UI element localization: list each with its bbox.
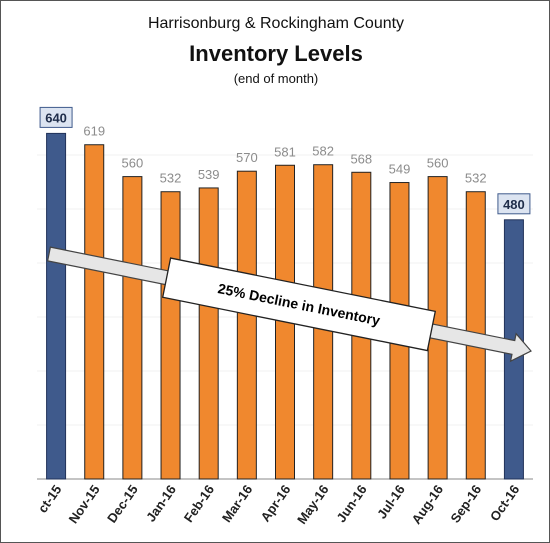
bar [236,170,257,480]
data-label: 568 [350,151,372,166]
data-label: 480 [503,197,525,212]
chart-subtitle: Inventory Levels [189,41,363,66]
bar [198,187,219,480]
bar [122,176,143,480]
data-label-box [39,106,73,128]
x-tick-label: Mar-16 [219,482,255,525]
x-tick-label: Jan-16 [143,482,179,524]
bar [46,132,67,480]
annotation-box [161,257,437,352]
data-label: 549 [389,162,411,177]
data-label: 532 [160,171,182,186]
data-label: 560 [122,156,144,171]
bar [84,144,105,480]
x-tick-label: ct-15 [35,482,65,515]
chart-note: (end of month) [233,71,319,86]
x-tick-label: Oct-16 [487,482,522,524]
x-tick-label: Nov-15 [66,482,103,526]
data-label: 582 [312,144,334,159]
data-label: 640 [45,110,67,125]
data-label: 581 [274,144,296,159]
data-label: 560 [427,156,449,171]
x-tick-label: Jul-16 [374,482,408,521]
data-label: 619 [83,124,105,139]
x-tick-label: Feb-16 [181,482,217,525]
x-tick-label: May-16 [294,482,332,527]
data-label: 539 [198,167,220,182]
x-tick-label: Aug-16 [409,482,447,527]
data-label: 532 [465,171,487,186]
x-tick-label: Dec-15 [104,482,141,526]
x-tick-label: Sep-16 [447,482,484,526]
bar [160,191,181,480]
data-label: 570 [236,150,258,165]
x-tick-label: Apr-16 [258,482,294,524]
x-tick-label: Jun-16 [333,482,369,525]
chart-title: Harrisonburg & Rockingham County [147,15,405,32]
data-label-box [497,193,531,215]
